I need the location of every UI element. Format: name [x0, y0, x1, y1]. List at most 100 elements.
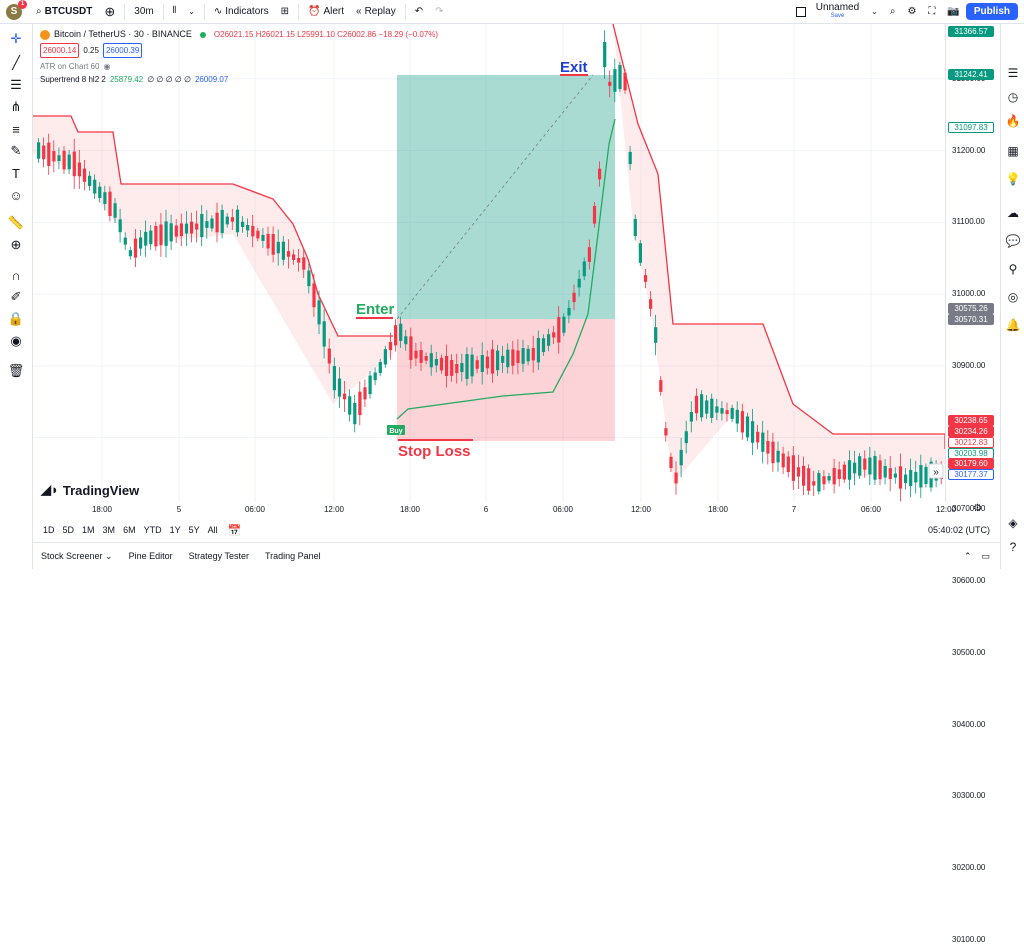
candle-body: [235, 209, 240, 233]
clock-display[interactable]: 05:40:02 (UTC): [927, 525, 990, 535]
layout-dropdown[interactable]: ⌄: [865, 0, 884, 24]
emoji-icon[interactable]: ☺: [9, 187, 23, 203]
range-button-6m[interactable]: 6M: [123, 525, 136, 535]
chart-type-button[interactable]: 𝍪: [167, 0, 182, 24]
symbol-title[interactable]: Bitcoin / TetherUS · 30 · BINANCE: [54, 29, 192, 39]
candle-body: [496, 350, 500, 371]
range-button-1d[interactable]: 1D: [43, 525, 55, 535]
date-range-icon[interactable]: 📅: [227, 524, 242, 537]
drawing-toolbar: ✛ ╱ ☰ ⋔ ≡ ✎ T ☺ 📏 ⊕ ∩ ✐ 🔒 ◉ 🗑: [0, 24, 33, 569]
scroll-right-button[interactable]: [928, 463, 944, 479]
price-axis[interactable]: 31300.0031200.0031100.0031000.0030900.00…: [945, 24, 1000, 944]
text-icon[interactable]: T: [12, 165, 20, 181]
pitchfork-icon[interactable]: ⋔: [10, 99, 22, 114]
candle-body: [42, 145, 46, 160]
help-icon[interactable]: ?: [1009, 540, 1017, 554]
candle-body: [633, 218, 637, 237]
watchlist-icon[interactable]: ☰: [1007, 66, 1019, 80]
candle-body: [904, 474, 908, 484]
eye-icon[interactable]: ◉: [10, 333, 22, 348]
pencil-lock-icon[interactable]: ✐: [10, 289, 22, 304]
candle-body: [705, 400, 709, 414]
range-button-5d[interactable]: 5D: [62, 525, 75, 535]
tab-pine-editor[interactable]: Pine Editor: [121, 551, 181, 562]
fullscreen-button[interactable]: ⛶: [922, 0, 941, 24]
candle-body: [649, 299, 653, 309]
candle-body: [439, 357, 444, 371]
candle-body: [348, 396, 352, 415]
range-button-ytd[interactable]: YTD: [143, 525, 162, 535]
range-button-1m[interactable]: 1M: [82, 525, 95, 535]
templates-button[interactable]: ⊞: [275, 0, 295, 24]
chart-pane[interactable]: Buy Exit Enter Stop Loss » ◢◗ TradingView: [33, 24, 945, 502]
undo-button[interactable]: ↶: [409, 0, 429, 24]
supertrend-legend-row[interactable]: Supertrend 8 hl2 2 25879.42 ∅ ∅ ∅ ∅ ∅ 26…: [40, 73, 438, 86]
eye-icon[interactable]: ◉: [103, 62, 111, 71]
candle-body: [506, 349, 510, 368]
range-button-3m[interactable]: 3M: [102, 525, 116, 535]
bell-icon[interactable]: 🔔: [1005, 318, 1021, 332]
crosshair-icon[interactable]: ✛: [10, 31, 22, 46]
publish-button[interactable]: Publish: [965, 3, 1018, 20]
interval-button[interactable]: 30m: [134, 6, 154, 17]
trendline-icon[interactable]: ╱: [12, 55, 20, 70]
indicators-button[interactable]: ∿ Indicators: [208, 0, 275, 24]
symbol-search[interactable]: ⌕ BTCUSDT: [30, 0, 98, 24]
redo-button[interactable]: ↷: [429, 0, 449, 24]
hotlist-icon[interactable]: 🔥: [1005, 114, 1021, 128]
ruler-icon[interactable]: 📏: [7, 215, 25, 230]
brush-icon[interactable]: ✎: [10, 143, 22, 158]
quick-search-button[interactable]: ⌕: [884, 0, 902, 24]
atr-legend-row[interactable]: ATR on Chart 60 ◉: [40, 60, 438, 73]
range-button-all[interactable]: All: [207, 525, 218, 535]
ideas-icon[interactable]: 💡: [1005, 172, 1021, 186]
trash-icon[interactable]: 🗑: [7, 363, 25, 378]
candle-body: [343, 393, 347, 400]
snapshot-button[interactable]: 📷: [941, 0, 965, 24]
compare-button[interactable]: ⊕: [98, 0, 121, 24]
lightbulb-icon[interactable]: ⚲: [1008, 262, 1018, 276]
range-button-5y[interactable]: 5Y: [188, 525, 200, 535]
candle-body: [246, 225, 250, 231]
settings-button[interactable]: ⚙: [901, 0, 922, 24]
replay-button[interactable]: «Replay: [350, 0, 402, 24]
broadcast-icon[interactable]: ◎: [1007, 290, 1019, 304]
layout-select-button[interactable]: Unnamed Save: [790, 0, 865, 24]
candle-body: [893, 473, 897, 478]
candle-body: [103, 192, 107, 204]
tab-stock-screener[interactable]: Stock Screener ⌄: [33, 551, 121, 562]
time-axis[interactable]: 18:00 5 06:00 12:00 18:00 6 06:00 12:00 18:00 7 06…: [33, 502, 982, 518]
loss-zone: [397, 319, 615, 441]
candle-body: [276, 241, 280, 254]
layers-icon[interactable]: ◈: [1008, 516, 1018, 530]
collapse-chevron-icon[interactable]: ⌃: [963, 550, 972, 561]
tab-strategy-tester[interactable]: Strategy Tester: [181, 551, 257, 562]
streams-icon[interactable]: ☁: [1007, 206, 1019, 220]
lock-icon[interactable]: 🔒: [7, 311, 25, 326]
price-chart-svg[interactable]: Buy Exit Enter Stop Loss »: [33, 24, 945, 502]
price-tick-label: 31100.00: [952, 217, 985, 227]
axis-settings-gear-icon[interactable]: ⚙: [973, 503, 982, 514]
candle-body: [832, 467, 836, 485]
range-button-1y[interactable]: 1Y: [169, 525, 181, 535]
buy-price-button[interactable]: 26000.39: [102, 43, 143, 58]
chat-icon[interactable]: 💬: [1005, 234, 1021, 248]
candle-body: [858, 456, 862, 476]
clock-icon[interactable]: ◷: [1007, 90, 1019, 104]
candle-body: [266, 233, 270, 249]
zoom-in-icon[interactable]: ⊕: [10, 237, 22, 252]
chart-type-dropdown[interactable]: ⌄: [182, 0, 201, 24]
fib-icon[interactable]: ≡: [12, 121, 20, 137]
tab-trading-panel[interactable]: Trading Panel: [257, 551, 329, 562]
maximize-icon[interactable]: ▭: [981, 550, 990, 561]
magnet-icon[interactable]: ∩: [11, 267, 21, 283]
alert-button[interactable]: ⏰ Alert: [302, 0, 350, 24]
calendar-icon[interactable]: ▦: [1007, 144, 1019, 158]
candle-body: [715, 406, 719, 413]
sell-price-button[interactable]: 26000.14: [40, 43, 80, 58]
candle-body: [674, 472, 678, 484]
horizontal-lines-icon[interactable]: ☰: [10, 77, 22, 92]
candle-body: [409, 336, 413, 361]
